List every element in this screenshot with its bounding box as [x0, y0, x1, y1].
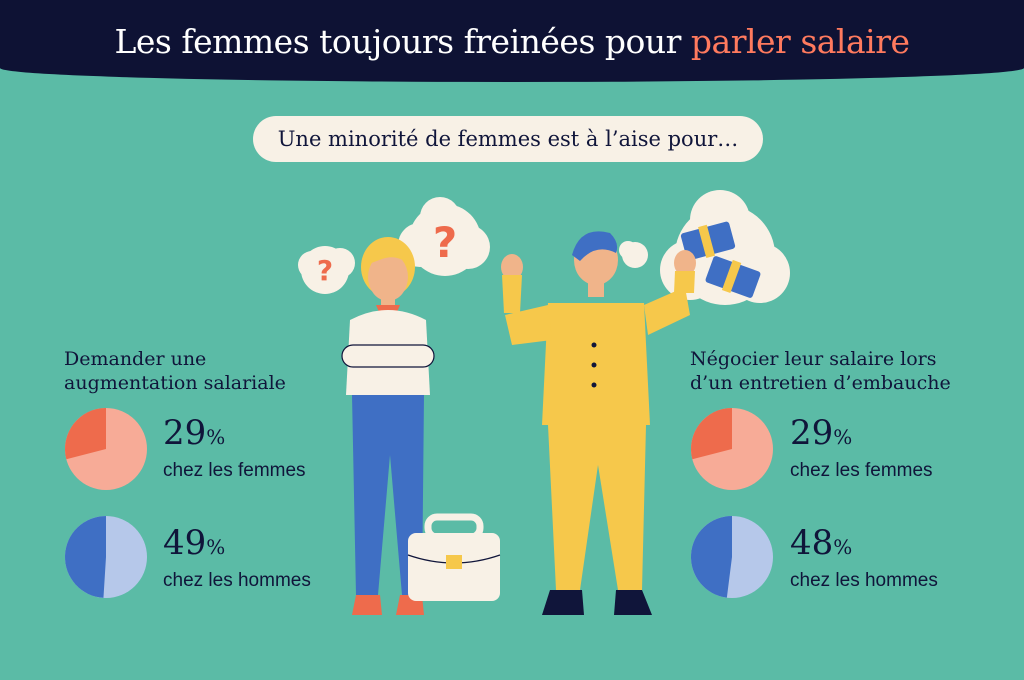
title-part-2-accent: parler salaire [690, 21, 910, 61]
right-men-unit: % [833, 535, 853, 559]
svg-text:?: ? [317, 254, 333, 287]
left-women-pie [65, 408, 147, 490]
left-men-pie [64, 516, 147, 598]
left-men-label: chez les hommes [163, 570, 311, 591]
svg-text:?: ? [433, 218, 457, 267]
woman-figure [341, 237, 435, 615]
right-men-pie [690, 516, 773, 598]
left-men-percent: 49% [163, 523, 225, 563]
pie-value-slice [65, 408, 106, 460]
left-women-percent: 29% [163, 413, 225, 453]
pie-value-slice [690, 516, 732, 598]
right-women-pie [691, 408, 773, 490]
right-men-percent: 48% [790, 523, 852, 563]
left-men-unit: % [206, 535, 226, 559]
title-part-1: Les femmes toujours freinées pour [114, 21, 691, 61]
right-women-unit: % [833, 425, 853, 449]
header-banner: Les femmes toujours freinées pour parler… [0, 0, 1024, 82]
money-bubble-icon [660, 190, 790, 305]
question-bubble-small-icon: ? [298, 246, 355, 294]
pie-value-slice [64, 516, 106, 598]
subtitle-pill: Une minorité de femmes est à l’aise pour… [253, 116, 763, 162]
left-section-title: Demander une augmentation salariale [64, 348, 286, 394]
right-women-label: chez les femmes [790, 460, 933, 481]
left-women-value: 29 [163, 413, 207, 453]
left-men-value: 49 [163, 523, 207, 563]
right-women-percent: 29% [790, 413, 852, 453]
thought-bubble-small [619, 241, 648, 268]
left-women-unit: % [206, 425, 226, 449]
illustration-woman-and-man: ? ? [298, 190, 790, 615]
right-women-value: 29 [790, 413, 834, 453]
right-men-label: chez les hommes [790, 570, 938, 591]
pie-value-slice [691, 408, 732, 460]
right-men-value: 48 [790, 523, 834, 563]
right-section-title: Négocier leur salaire lors d’un entretie… [690, 348, 951, 394]
left-women-label: chez les femmes [163, 460, 306, 481]
briefcase-icon [407, 513, 501, 601]
man-figure [501, 231, 696, 615]
page-title: Les femmes toujours freinées pour parler… [114, 21, 910, 61]
